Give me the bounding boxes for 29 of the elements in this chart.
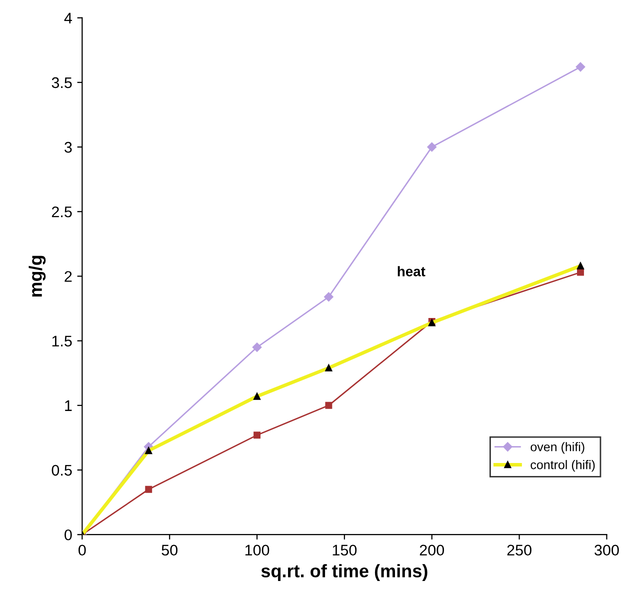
point: [577, 268, 584, 276]
y-tick-label: 2: [64, 271, 72, 282]
x-tick-label: 250: [507, 544, 532, 556]
y-tick-label: 3.5: [52, 77, 72, 88]
x-tick-label: 50: [162, 544, 178, 556]
point: [576, 62, 586, 72]
y-tick-label: 0.5: [52, 464, 72, 476]
y-tick-label: 4: [64, 12, 72, 24]
point: [252, 342, 262, 352]
y-axis-title: mg/g: [28, 256, 46, 297]
point: [324, 292, 334, 302]
y-tick-label: 2.5: [52, 206, 72, 218]
legend-label: control (hifi): [530, 460, 595, 472]
y-tick-label: 1: [65, 400, 72, 411]
x-axis-title: sq.rt. of time (mins): [261, 564, 428, 581]
x-tick-label: 100: [245, 544, 270, 556]
annotation: heat: [398, 266, 426, 276]
y-tick-label: 1.5: [52, 336, 72, 346]
legend-label: oven (hifi): [530, 442, 584, 454]
point: [325, 402, 332, 409]
point: [254, 432, 260, 439]
x-tick-label: 200: [420, 544, 444, 556]
point: [145, 486, 152, 493]
y-tick-label: 0: [64, 529, 72, 540]
x-tick-label: 0: [78, 544, 86, 556]
x-tick-label: 300: [594, 544, 619, 556]
y-tick-label: 3: [64, 142, 72, 153]
point: [427, 142, 436, 152]
x-tick-label: 150: [332, 544, 357, 556]
